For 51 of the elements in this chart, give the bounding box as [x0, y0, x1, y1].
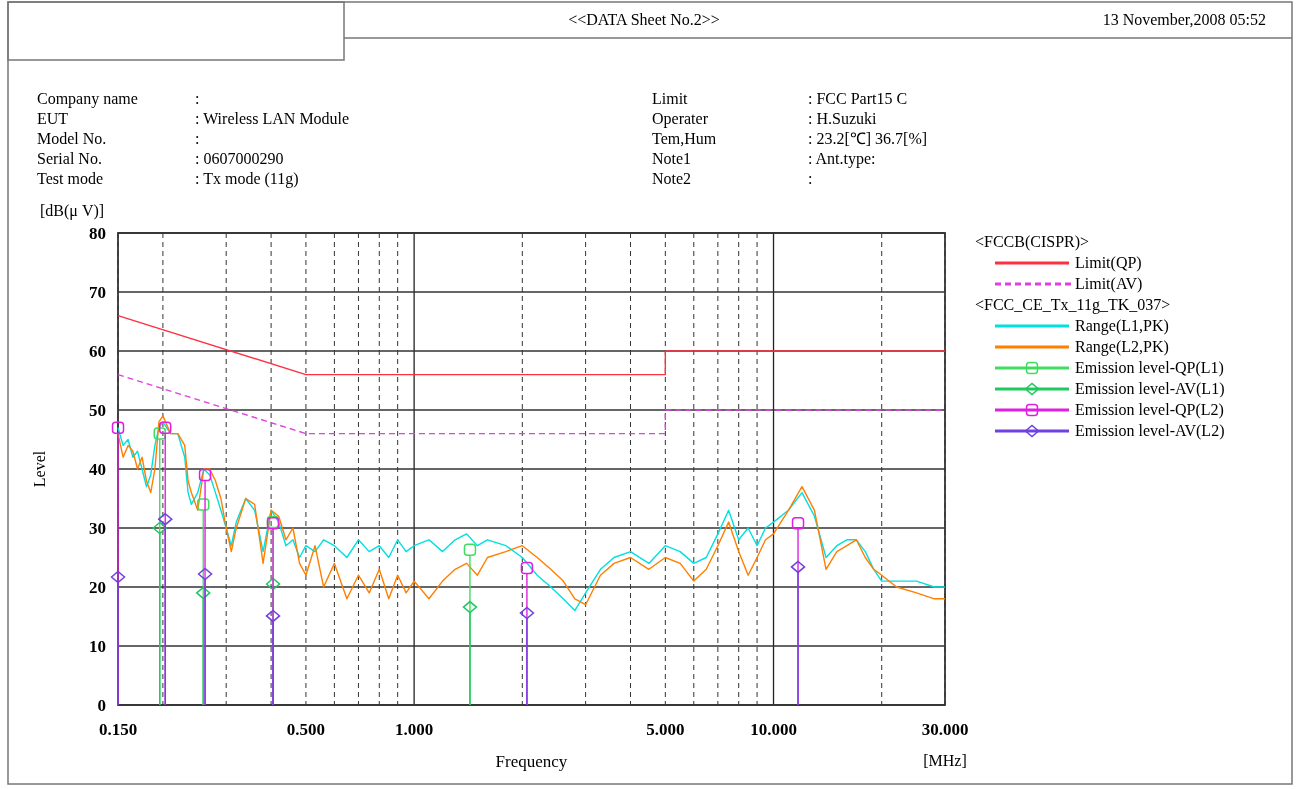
x-axis-title: Frequency — [495, 752, 568, 771]
text: Note1 — [652, 150, 692, 167]
legend-label: Emission level-AV(L1) — [1075, 380, 1225, 398]
chart-title: <<DATA Sheet No.2>> — [568, 11, 720, 28]
text: : — [195, 130, 200, 147]
text: Limit — [652, 90, 689, 107]
y-tick-label: 20 — [89, 578, 106, 597]
y-tick-label: 40 — [89, 460, 106, 479]
text: EUT — [37, 110, 69, 127]
text: : Wireless LAN Module — [195, 110, 350, 127]
x-tick-label: 5.000 — [646, 720, 685, 739]
x-tick-label: 0.500 — [286, 720, 326, 739]
text: Test mode — [37, 170, 103, 187]
text: : H.Suzuki — [808, 110, 877, 127]
text: [dB(μ V)] — [40, 202, 105, 220]
legend-label: Range(L2,PK) — [1075, 338, 1169, 356]
text: Operater — [652, 110, 709, 128]
y-tick-label: 60 — [89, 342, 106, 361]
text: : — [195, 90, 200, 107]
x-tick-label: 0.150 — [98, 720, 138, 739]
legend-label: Range(L1,PK) — [1075, 317, 1169, 335]
text: : Tx mode (11g) — [195, 170, 299, 188]
text: Tem,Hum — [652, 130, 717, 147]
text: : FCC Part15 C — [808, 90, 908, 107]
text: 13 November,2008 05:52 — [1102, 11, 1266, 28]
y-tick-label: 10 — [89, 637, 106, 656]
legend-label: Emission level-QP(L2) — [1075, 401, 1224, 419]
y-tick-label: 30 — [89, 519, 106, 538]
y-tick-label: 70 — [89, 283, 106, 302]
y-tick-label: 50 — [89, 401, 106, 420]
x-tick-label: 10.000 — [750, 720, 797, 739]
legend-label: Emission level-QP(L1) — [1075, 359, 1224, 377]
y-tick-label: 80 — [89, 224, 106, 243]
x-tick-label: 30.000 — [921, 720, 969, 739]
text: [MHz] — [923, 752, 967, 769]
legend-label: Emission level-AV(L2) — [1075, 422, 1225, 440]
y-tick-label: 0 — [97, 696, 106, 715]
text: Model No. — [37, 130, 107, 147]
text: Note2 — [652, 170, 692, 187]
text: : 23.2[℃] 36.7[%] — [808, 130, 928, 147]
legend-label: Limit(AV) — [1075, 275, 1143, 293]
text: Company name — [37, 90, 138, 108]
y-axis-title: Level — [31, 450, 48, 488]
text: <FCC_CE_Tx_11g_TK_037> — [975, 296, 1171, 314]
legend-label: Limit(QP) — [1075, 254, 1142, 272]
text: : — [808, 170, 813, 187]
text: Serial No. — [37, 150, 102, 167]
text: : 0607000290 — [195, 150, 284, 167]
text: : Ant.type: — [808, 150, 876, 168]
x-tick-label: 1.000 — [394, 720, 434, 739]
legend-title: <FCCB(CISPR)> — [975, 233, 1090, 251]
